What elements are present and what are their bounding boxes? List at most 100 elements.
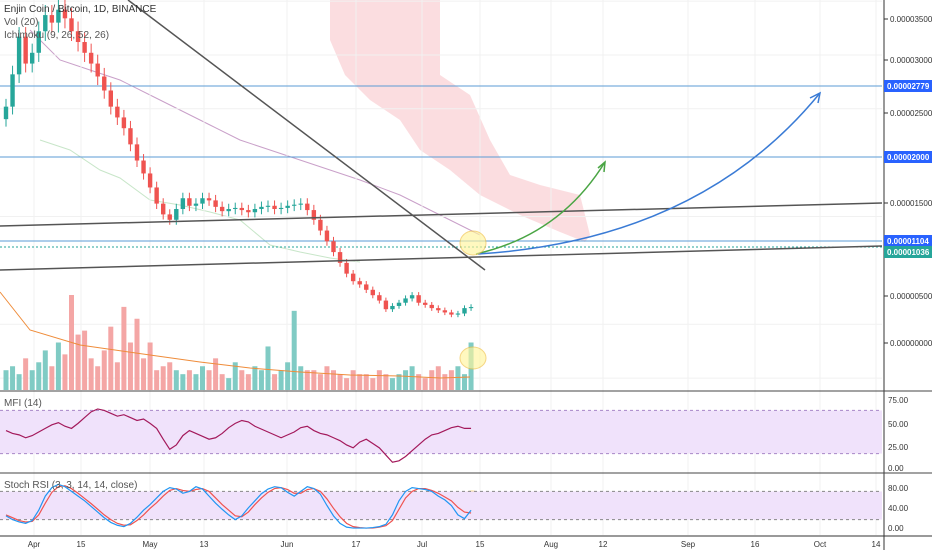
time-tick-label: 15 <box>77 540 86 549</box>
candle-body <box>108 90 113 107</box>
volume-bar <box>239 370 245 390</box>
candle-body <box>69 18 74 32</box>
mfi-tick-label: 0.00 <box>888 464 904 473</box>
stoch-rsi-pane <box>0 483 882 529</box>
volume-bar <box>42 350 48 390</box>
time-tick-label: Sep <box>681 540 696 549</box>
candle-body <box>206 198 212 201</box>
volume-bar <box>49 366 55 390</box>
candle-body <box>174 209 179 220</box>
stoch-d-line <box>5 485 472 529</box>
time-tick-label: 14 <box>872 540 881 549</box>
candle-body <box>455 313 461 315</box>
ichimoku-cloud-fill <box>330 0 590 242</box>
volume-bar <box>36 362 42 390</box>
candle-body <box>331 241 336 253</box>
time-tick-label: 15 <box>476 540 485 549</box>
volume-bar <box>75 334 81 390</box>
volume-bar <box>357 374 363 390</box>
volume-bar <box>448 370 454 390</box>
candle-body <box>442 310 448 313</box>
mfi-tick-label: 50.00 <box>888 420 909 429</box>
candle-body <box>167 214 172 220</box>
candle-body <box>102 76 107 91</box>
stoch-label: Stoch RSI (3, 3, 14, 14, close) <box>4 480 137 491</box>
chart-title: Enjin Coin / Bitcoin, 1D, BINANCE <box>4 4 157 15</box>
volume-bar <box>442 374 448 390</box>
candles <box>3 0 474 318</box>
time-tick-label: May <box>142 540 157 549</box>
candle-body <box>377 295 382 301</box>
volume-bar <box>370 378 376 390</box>
candle-body <box>134 144 140 161</box>
volume-bar <box>265 346 271 390</box>
volume-bar <box>114 362 120 390</box>
volume-bar <box>331 370 336 390</box>
volume-bar <box>127 342 133 390</box>
price-marker-label: 0.00001036 <box>887 248 930 257</box>
stoch-tick-label: 80.00 <box>888 484 909 493</box>
stoch-band <box>0 491 882 520</box>
volume-bar <box>304 370 310 390</box>
stoch-tick-label: 0.00 <box>888 524 904 533</box>
candle-body <box>187 198 192 206</box>
price-marker-bg <box>884 235 932 247</box>
candle-body <box>278 207 284 210</box>
candle-body <box>324 230 330 242</box>
volume-bar <box>160 366 166 390</box>
candle-body <box>370 289 375 296</box>
volume-bar <box>29 370 35 390</box>
candle-body <box>357 281 362 285</box>
candle-body <box>36 31 41 53</box>
volume-bar <box>62 354 68 390</box>
volume-bar <box>193 374 199 390</box>
candle-body <box>56 9 61 23</box>
candle-body <box>226 209 231 212</box>
candle-body <box>10 74 15 107</box>
candle-body <box>16 36 22 75</box>
time-tick-label: Oct <box>814 540 827 549</box>
candle-body <box>429 304 434 309</box>
volume-bar <box>226 378 232 390</box>
volume-bar <box>134 318 140 390</box>
green-arrow-head <box>597 160 606 173</box>
mfi-tick-label: 75.00 <box>888 396 909 405</box>
time-tick-label: Jun <box>281 540 294 549</box>
candle-body <box>239 207 244 211</box>
horizontal-levels <box>0 85 882 248</box>
time-tick-label: 12 <box>599 540 608 549</box>
volume-ma-line <box>0 291 471 379</box>
candle-body <box>272 205 277 210</box>
volume-bar <box>291 310 297 390</box>
candle-body <box>154 187 159 204</box>
candle-body <box>409 295 415 299</box>
candle-body <box>462 308 467 314</box>
candle-body <box>298 203 303 205</box>
candle-body <box>49 15 55 23</box>
volume-bar <box>55 342 61 390</box>
mfi-label: MFI (14) <box>4 398 42 409</box>
candle-body <box>337 252 343 263</box>
volume-bar <box>219 374 225 390</box>
volume-bar <box>429 370 435 390</box>
candle-body <box>95 63 100 77</box>
volume-bar <box>317 374 323 390</box>
volume-bar <box>389 378 395 390</box>
volume-bar <box>245 374 251 390</box>
mfi-tick-label: 25.00 <box>888 443 909 452</box>
candle-body <box>180 198 186 210</box>
candle-body <box>436 308 441 311</box>
volume-bar <box>213 358 219 390</box>
lower-channel-line <box>0 245 883 271</box>
price-marker-bg <box>884 151 932 163</box>
volume-bar <box>258 370 264 390</box>
volume-bar <box>180 374 186 390</box>
volume-bar <box>403 370 409 390</box>
volume-bar <box>206 370 212 390</box>
upper-channel-line <box>0 202 883 227</box>
candle-body <box>416 295 421 303</box>
price-marker-label: 0.00001104 <box>887 237 929 246</box>
mfi-pane <box>0 408 882 463</box>
price-tick-label: 0.00002500 <box>890 109 932 118</box>
